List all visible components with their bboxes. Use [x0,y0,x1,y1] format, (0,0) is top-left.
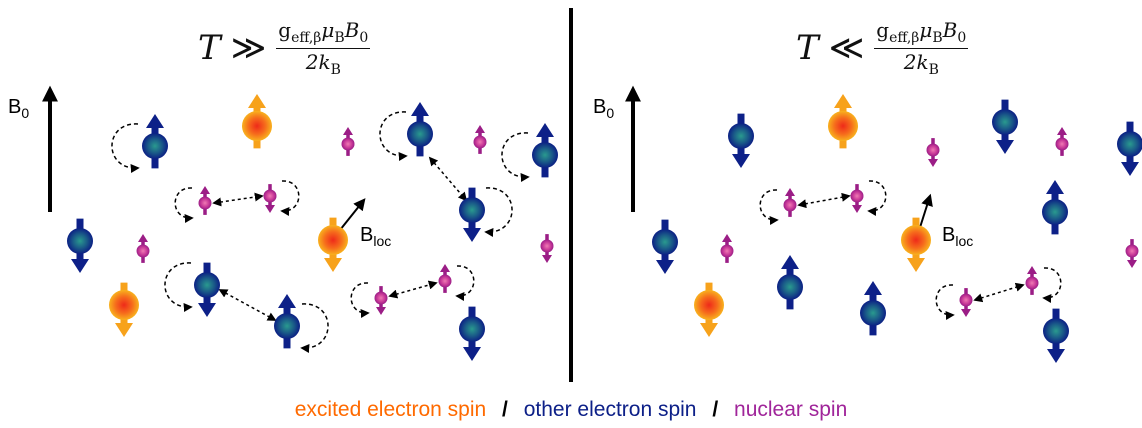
dashed-rotation-arrow [379,111,408,161]
dashed-rotation-arrow [501,132,530,182]
dashed-rotation-arrow [174,187,194,223]
nuclear-spin-up [198,186,212,215]
other-spin-down [459,306,485,361]
nuclear-spin-down [1125,239,1139,268]
dipolar-coupling-arrow [388,280,438,299]
other-spin-down [728,113,754,168]
nuclear-spin-up [438,264,452,293]
nuclear-spin-down [959,288,973,317]
dashed-rotation-arrow [484,187,513,237]
other-spin-down [992,99,1018,154]
dashed-rotation-arrow [280,180,300,216]
bloc-label-left: Bloc [360,224,392,249]
nuclear-spin-up [1025,266,1039,295]
other-spin-up [532,123,558,178]
b0-label-right: B0 [593,96,615,121]
other-spin-up [860,281,886,336]
dashed-rotation-arrow [935,284,955,320]
excited-spin-up [242,94,272,149]
excited-spin-down [901,217,931,272]
bloc-label-right: Bloc [942,224,974,249]
other-spin-up [1042,180,1068,235]
nuclear-spin-up [473,125,487,154]
other-spin-down [1117,121,1142,176]
other-spin-up [274,294,300,349]
dipolar-coupling-arrow [218,289,277,321]
excited-spin-down [109,282,139,337]
nuclear-spin-up [341,127,355,156]
left-temperature-equation: T ≫ geff,βμBB0 2kB [198,18,371,78]
b0-label-left: B0 [8,96,30,121]
dashed-rotation-arrow [867,180,887,216]
other-spin-down [652,219,678,274]
nuclear-spin-down [374,286,388,315]
dipolar-coupling-arrow [212,192,264,207]
other-spin-down [459,187,485,242]
dashed-rotation-arrow [759,189,779,225]
legend-separator-1: / [502,398,508,421]
dipolar-coupling-arrow [973,282,1025,303]
nuclear-spin-up [783,188,797,217]
other-spin-down [194,262,220,317]
other-spin-down [67,218,93,273]
dashed-rotation-arrow [1042,267,1062,303]
nuclear-spin-down [263,184,277,213]
legend: excited electron spin / other electron s… [0,398,1142,422]
dashed-rotation-arrow [300,303,329,353]
nuclear-spin-up [1055,127,1069,156]
nuclear-spin-up [136,234,150,263]
other-spin-down [1043,308,1069,363]
right-temperature-equation: T ≪ geff,βμBB0 2kB [796,18,969,78]
legend-nuclear: nuclear spin [734,398,848,421]
excited-spin-down [318,217,348,272]
dipolar-coupling-arrow [428,156,468,202]
other-spin-up [407,102,433,157]
dashed-rotation-arrow [164,262,193,312]
dashed-rotation-arrow [111,123,140,173]
dashed-rotation-arrow [350,282,370,318]
nuclear-spin-down [850,184,864,213]
excited-spin-up [828,94,858,149]
other-spin-up [777,255,803,310]
legend-excited: excited electron spin [294,398,487,421]
nuclear-spin-down [540,234,554,263]
nuclear-spin-up [720,234,734,263]
nuclear-spin-down [926,138,940,167]
coupling-arrows [111,111,1062,353]
dashed-rotation-arrow [455,265,475,301]
dipolar-coupling-arrow [797,192,851,209]
excited-spin-down [694,282,724,337]
legend-separator-2: / [712,398,719,421]
other-spin-up [142,114,168,169]
spins [67,94,1142,363]
legend-other: other electron spin [523,398,697,421]
